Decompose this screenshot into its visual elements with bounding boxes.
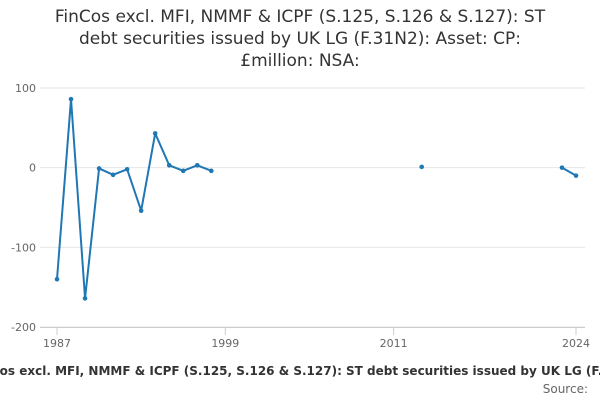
legend[interactable]: FinCos excl. MFI, NMMF & ICPF (S.125, S.…: [0, 364, 600, 378]
y-tick-label: 100: [15, 82, 36, 95]
chart-title-line-3: £million: NSA:: [240, 51, 360, 71]
x-tick-label: 2024: [562, 337, 590, 350]
x-tick-labels: 1987 1999 2011 2024: [43, 337, 590, 350]
data-point-1988: [68, 96, 74, 102]
axes: [40, 327, 585, 335]
data-point-2023: [559, 165, 565, 170]
data-point-1994: [152, 131, 158, 136]
data-point-1995: [166, 162, 172, 168]
source-label: Source:: [542, 382, 588, 396]
data-point-2013: [419, 164, 425, 170]
data-point-1992: [124, 166, 130, 172]
series-line-0: [560, 166, 577, 177]
x-tick-label: 2011: [380, 337, 408, 350]
data-point-1993: [138, 208, 144, 213]
series-points: [54, 96, 579, 301]
data-point-1991: [110, 172, 116, 178]
y-tick-label: 0: [29, 162, 36, 175]
series-line-0: [56, 98, 213, 300]
data-point-1989: [82, 296, 88, 301]
series-lines: [56, 98, 577, 300]
legend-series-label: FinCos excl. MFI, NMMF & ICPF (S.125, S.…: [0, 364, 600, 378]
y-tick-labels: 100 0 -100 -200: [11, 82, 36, 334]
data-point-1990: [96, 166, 102, 171]
x-tick-label: 1999: [211, 337, 239, 350]
y-tick-label: -200: [11, 321, 36, 334]
data-point-1996: [180, 168, 186, 174]
gridlines: [40, 87, 585, 328]
data-point-1997: [194, 162, 200, 168]
chart-title-line-1: FinCos excl. MFI, NMMF & ICPF (S.125, S.…: [54, 7, 546, 27]
chart-title: FinCos excl. MFI, NMMF & ICPF (S.125, S.…: [0, 6, 600, 72]
data-point-2024: [573, 173, 579, 178]
data-point-1998: [208, 168, 214, 174]
data-point-1987: [54, 276, 60, 282]
x-tick-label: 1987: [43, 337, 71, 350]
y-tick-label: -100: [11, 241, 36, 254]
chart-title-line-2: debt securities issued by UK LG (F.31N2)…: [79, 29, 521, 49]
